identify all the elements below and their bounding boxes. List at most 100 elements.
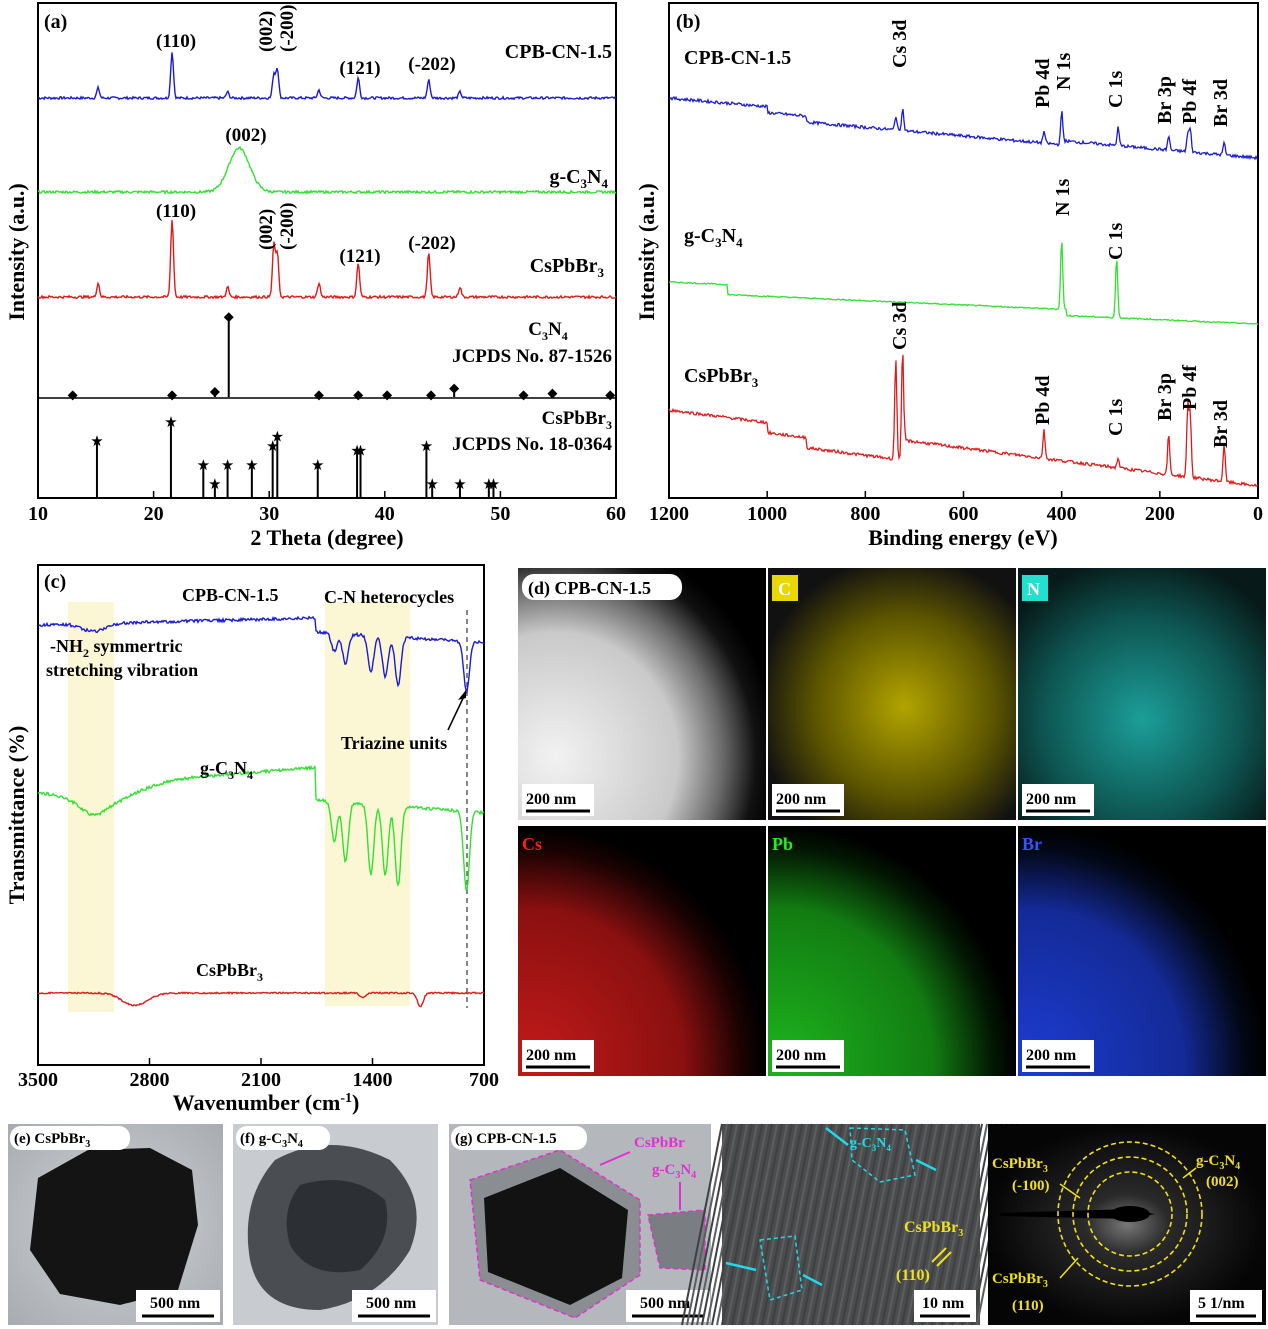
tick-label-a: 20 — [144, 503, 164, 525]
ref2-marker: ★ — [208, 477, 221, 493]
saed-ann-c1-plane: (-100) — [1012, 1178, 1050, 1194]
tick-label-a: 50 — [490, 503, 510, 525]
hrtem-fringe-mark-1 — [931, 1247, 947, 1263]
xrd-label-cspbbr3: CsPbBr3 — [530, 255, 605, 280]
xps-top-br3d: Br 3d — [1210, 79, 1232, 127]
panel-saed: g-C3N4 (002) CsPbBr3 (-100) CsPbBr3 (110… — [988, 1124, 1266, 1325]
peak-label-202-top: (-202) — [408, 54, 455, 75]
xrd-trace-g-c3n4 — [37, 146, 616, 195]
ref2-marker: ★ — [245, 458, 258, 474]
tem-f-title: (f) g-C3N4 — [240, 1131, 303, 1150]
fringe — [841, 1123, 883, 1326]
ref1-marker — [547, 388, 558, 399]
ftir-label-g-c3n4: g-C3N4 — [200, 758, 253, 782]
panel-hrtem: g-C3N4 CsPbBr3 (110) 10 nm — [681, 1123, 1018, 1326]
fringe — [801, 1123, 843, 1326]
tick-label-c: 3500 — [18, 1069, 58, 1091]
saed-ann-c2-plane: (110) — [1012, 1298, 1044, 1314]
fringe — [711, 1123, 753, 1326]
peak-label-202-csp: (-202) — [408, 233, 455, 254]
fringe — [736, 1123, 778, 1326]
tem-g-scale: 500 nm — [640, 1295, 691, 1312]
map-c-tag — [772, 575, 798, 601]
panel-a: (a) ★★★★★ ★★★★★★ ★★ ★ ★★ CPB-CN-1.5 g-C3N4 C… — [4, 2, 626, 550]
hrtem-ann-cn: g-C3N4 — [850, 1136, 891, 1153]
tem-e-particle — [30, 1148, 198, 1305]
ftir-trace-cpb-cn — [37, 615, 485, 693]
map-c-label: C — [778, 579, 791, 599]
fringe — [751, 1123, 793, 1326]
ref2-marker: ★ — [197, 458, 210, 474]
peak-label-121-csp: (121) — [339, 246, 380, 267]
scale-c: 200 nm — [776, 791, 827, 808]
tick-label-c: 700 — [469, 1069, 499, 1091]
fringe — [691, 1123, 733, 1326]
xps-trace-g-c3n4 — [668, 242, 1259, 325]
ref2-marker: ★ — [164, 415, 177, 431]
saed-ann-c2: CsPbBr3 — [992, 1271, 1048, 1290]
xps-bot-c1s: C 1s — [1105, 399, 1127, 436]
fringe — [896, 1123, 938, 1326]
fringe — [701, 1123, 743, 1326]
fringe — [811, 1123, 853, 1326]
panel-g: (g) CPB-CN-1.5 CsPbBr g-C3N4 500 nm — [449, 1124, 711, 1325]
tem-g-outline-csp — [469, 1149, 641, 1319]
tick-label-b: 0 — [1253, 503, 1263, 525]
ref2-marker: ★ — [266, 439, 279, 455]
saed-arrow-c1 — [1059, 1183, 1081, 1199]
xps-bot-br3p: Br 3p — [1154, 373, 1176, 421]
panel-a-letter: (a) — [44, 11, 67, 33]
fringe — [831, 1123, 873, 1326]
map-cs-label: Cs — [522, 834, 542, 854]
ref1-marker — [223, 312, 234, 323]
map-br-label: Br — [1022, 834, 1042, 854]
tick-label-b: 200 — [1145, 503, 1175, 525]
panel-c-x-ticks: 3500 2800 2100 1400 700 — [18, 1058, 499, 1091]
fringe — [766, 1123, 808, 1326]
fringe — [806, 1123, 848, 1326]
fringe — [861, 1123, 903, 1326]
ftir-trace-g-c3n4 — [37, 764, 485, 891]
xps-mid-n1s: N 1s — [1052, 179, 1074, 216]
ref1-marker — [426, 390, 437, 401]
peak-label-200-top: (-200) — [277, 5, 298, 52]
fringe — [761, 1123, 803, 1326]
hrtem-cn-region — [849, 1127, 916, 1183]
ref-c3n4-title: C3N4 — [528, 319, 567, 343]
xrd-trace-cpb-cn — [37, 52, 617, 101]
tem-g-title: (g) CPB-CN-1.5 — [455, 1131, 557, 1147]
hrtem-cn-region-2 — [759, 1235, 803, 1301]
fringe — [681, 1123, 723, 1326]
panel-b-letter: (b) — [676, 11, 700, 33]
panel-d-title: (d) CPB-CN-1.5 — [528, 578, 651, 599]
fringe — [781, 1123, 823, 1326]
peak-label-002-csp: (002) — [256, 209, 277, 250]
xps-bot-pb4d: Pb 4d — [1032, 376, 1054, 425]
ann-triazine: Triazine units — [341, 733, 447, 753]
xps-bot-br3d: Br 3d — [1210, 400, 1232, 448]
peak-label-121-top: (121) — [339, 58, 380, 79]
tick-label-c: 2800 — [130, 1069, 170, 1091]
eds-map-cs — [518, 826, 766, 1076]
fringe — [866, 1123, 908, 1326]
ref2-marker: ★ — [453, 477, 466, 493]
tem-g-outline-cn — [647, 1209, 706, 1271]
ann-nh2: -NH2 symmertric — [50, 636, 182, 660]
saed-ann-cn: g-C3N4 — [1196, 1153, 1240, 1172]
ref2-marker: ★ — [425, 477, 438, 493]
panel-c-ylabel: Transmittance (%) — [4, 726, 29, 905]
ref-cspbbr3-title: CsPbBr3 — [542, 408, 612, 432]
peak-label-002-top: (002) — [256, 11, 277, 52]
scale-cs: 200 nm — [526, 1047, 577, 1064]
saed-scale: 5 1/nm — [1198, 1295, 1245, 1312]
ann-heterocycles: C-N heterocycles — [324, 587, 454, 607]
hrtem-fringe-mark-2 — [936, 1251, 952, 1267]
hrtem-fringes — [681, 1123, 1018, 1326]
saed-ring-1 — [1087, 1171, 1173, 1257]
ref1-marker — [518, 390, 529, 401]
ref2-marker: ★ — [311, 458, 324, 474]
ref1-marker — [449, 383, 460, 394]
saed-ann-c1: CsPbBr3 — [992, 1156, 1048, 1175]
ftir-label-cspbbr3: CsPbBr3 — [196, 960, 263, 984]
fringe — [826, 1123, 868, 1326]
